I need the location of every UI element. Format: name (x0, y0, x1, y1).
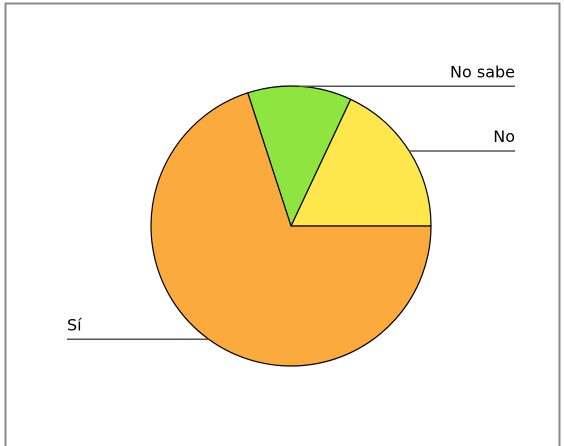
pie-slice (290, 98, 432, 227)
slice-label: No (493, 127, 515, 146)
pie-slice (246, 85, 352, 228)
slice-label: No sabe (450, 62, 515, 81)
pie-slice (150, 92, 432, 367)
slice-label: Sí (67, 315, 82, 334)
